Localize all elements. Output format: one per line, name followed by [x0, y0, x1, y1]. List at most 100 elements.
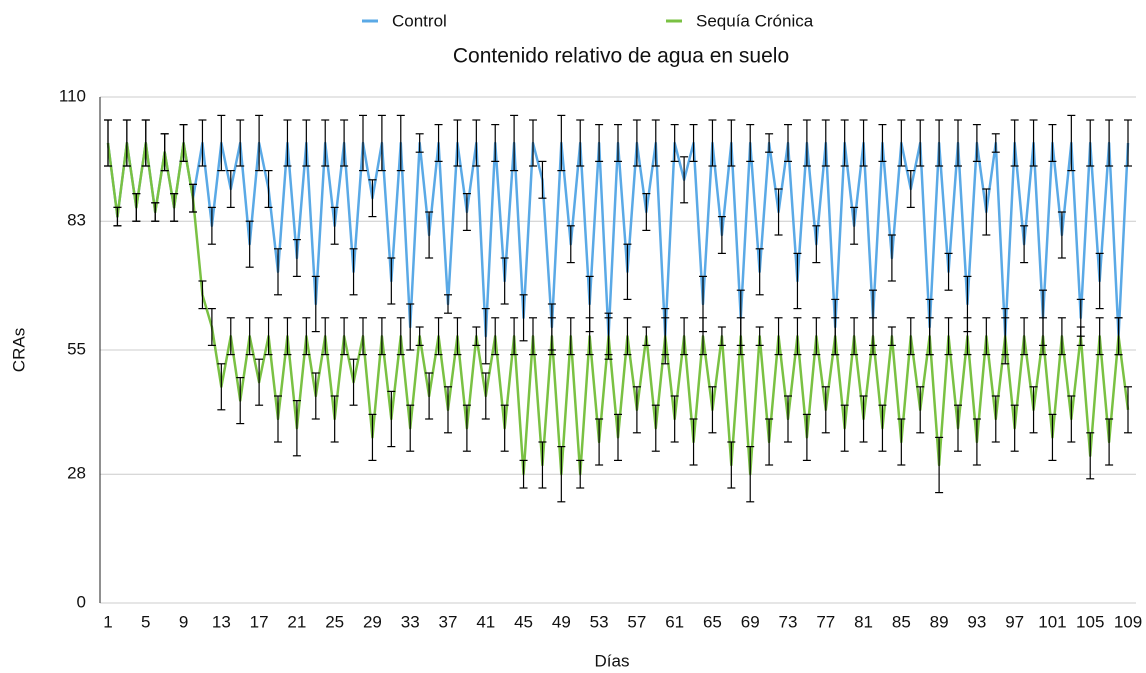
error-bar: [642, 326, 651, 346]
error-bar: [1067, 114, 1076, 172]
error-bar: [614, 123, 622, 162]
error-bar: [425, 372, 434, 420]
error-bar: [179, 123, 188, 162]
error-bar: [632, 386, 641, 434]
error-bar: [236, 377, 245, 425]
error-bar: [330, 395, 339, 443]
error-bar: [245, 317, 254, 356]
error-bar: [500, 257, 509, 305]
x-tick-label: 85: [892, 612, 911, 631]
error-bar: [944, 317, 953, 356]
error-bar: [887, 326, 896, 346]
error-bar: [406, 303, 415, 351]
error-bar: [717, 326, 726, 346]
error-bar: [727, 119, 736, 167]
error-bar: [1020, 225, 1029, 264]
error-bar: [311, 372, 320, 420]
error-bar: [840, 404, 849, 452]
error-bar: [170, 193, 179, 222]
error-bar: [680, 156, 689, 204]
error-bar: [302, 119, 311, 167]
error-bar: [444, 386, 452, 434]
error-bar: [377, 317, 386, 356]
error-bar: [1114, 317, 1123, 356]
error-bar: [217, 363, 226, 411]
error-bar: [1086, 432, 1095, 480]
error-bar: [274, 248, 282, 296]
error-bar: [160, 133, 169, 172]
error-bar: [944, 252, 953, 291]
error-bar: [1076, 326, 1085, 346]
x-tick-label: 109: [1114, 612, 1142, 631]
x-tick-label: 73: [779, 612, 798, 631]
error-bar: [387, 390, 396, 448]
y-tick-label: 55: [67, 339, 86, 358]
error-bar: [340, 119, 349, 167]
error-bar: [906, 317, 915, 356]
error-bar: [925, 317, 934, 356]
error-bar: [283, 317, 292, 356]
error-bar: [122, 119, 131, 167]
error-bar: [623, 317, 632, 356]
error-bar: [765, 133, 774, 153]
x-tick-label: 45: [514, 612, 533, 631]
error-bar: [1057, 317, 1066, 356]
error-bar: [1029, 386, 1038, 434]
x-tick-label: 21: [287, 612, 306, 631]
x-tick-label: 65: [703, 612, 722, 631]
error-bar: [226, 170, 235, 208]
error-bar: [311, 275, 320, 333]
error-bar: [1057, 211, 1066, 259]
error-bar: [1124, 119, 1132, 167]
error-bar: [274, 395, 282, 443]
error-bar: [104, 119, 112, 167]
error-bar: [954, 119, 962, 167]
error-bar: [519, 294, 528, 342]
legend-label: Sequía Crónica: [696, 11, 814, 30]
x-tick-label: 13: [212, 612, 231, 631]
error-bar: [538, 441, 547, 489]
error-bar: [141, 119, 150, 167]
error-bar: [651, 404, 660, 452]
error-bar: [784, 395, 792, 443]
error-bar: [321, 317, 330, 356]
error-bar: [415, 326, 424, 346]
error-bar: [991, 395, 1000, 443]
error-bar: [963, 317, 972, 356]
x-tick-label: 17: [250, 612, 269, 631]
error-bar: [349, 248, 358, 296]
error-bar: [887, 234, 896, 282]
error-bar: [935, 436, 944, 494]
error-bar: [396, 114, 405, 172]
error-bar: [264, 317, 273, 356]
x-tick-label: 5: [141, 612, 150, 631]
error-bar: [292, 239, 301, 277]
error-bar: [623, 243, 632, 300]
x-tick-label: 53: [590, 612, 609, 631]
y-tick-label: 28: [67, 464, 86, 483]
error-bar: [453, 317, 462, 356]
x-tick-label: 105: [1076, 612, 1104, 631]
error-bar: [406, 404, 415, 452]
x-tick-label: 77: [816, 612, 835, 631]
error-bar: [831, 317, 840, 356]
error-bar: [1095, 252, 1104, 310]
error-bar: [151, 202, 160, 222]
error-bar: [850, 206, 859, 245]
error-bar: [1039, 317, 1047, 356]
error-bar: [802, 413, 811, 461]
error-bar: [1067, 395, 1076, 443]
error-bar: [982, 188, 991, 236]
error-bar: [349, 358, 358, 406]
y-axis-label: CRAs: [9, 328, 28, 372]
error-bar: [1048, 123, 1057, 162]
error-bar: [869, 317, 877, 356]
error-bar: [547, 317, 556, 356]
error-bar: [472, 119, 481, 167]
y-tick-label: 110: [59, 86, 86, 105]
error-bar: [802, 119, 811, 167]
error-bar: [746, 446, 755, 503]
error-bar: [415, 133, 424, 153]
error-bar: [982, 317, 991, 356]
error-bar: [614, 413, 622, 461]
